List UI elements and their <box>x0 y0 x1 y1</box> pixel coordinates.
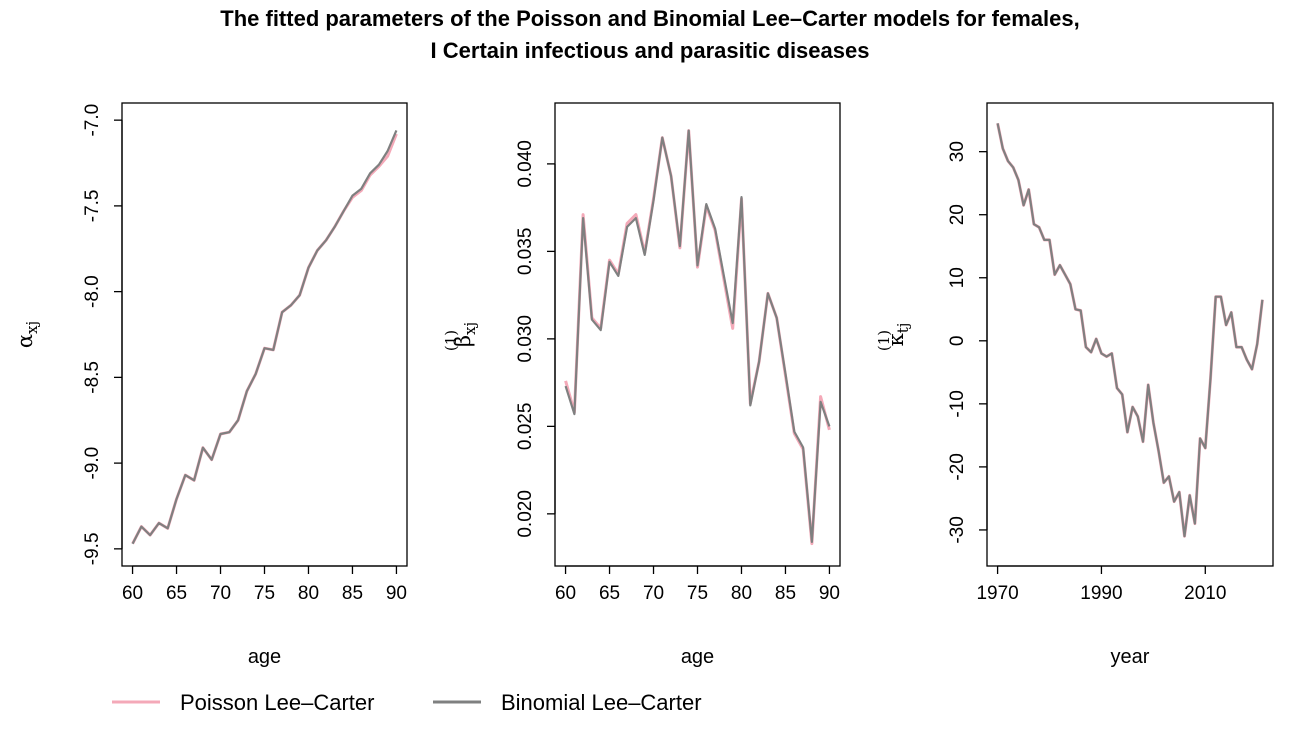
alpha-y-tick-label: -7.0 <box>82 104 103 137</box>
alpha-series-poisson-line <box>131 133 398 545</box>
beta-series-poisson-line <box>564 129 831 546</box>
kappa-x-tick-label: 2010 <box>1184 583 1226 604</box>
alpha-y-tick-label: -9.0 <box>82 447 103 480</box>
kappa-y-tick-label: 30 <box>947 141 968 162</box>
alpha-x-axis-label: age <box>248 646 281 668</box>
kappa-y-axis-label: κtj <box>884 323 912 347</box>
alpha-y-tick-label: -8.0 <box>82 275 103 308</box>
beta-series-binomial-line <box>564 129 831 544</box>
kappa-y-axis-label-superscript: (1) <box>875 330 893 351</box>
alpha-y-axis-label: αxj <box>13 321 41 348</box>
alpha-series-binomial-line <box>131 129 398 545</box>
alpha-x-tick-label: 80 <box>298 583 319 604</box>
alpha-y-tick-label: -9.5 <box>82 532 103 565</box>
kappa-y-tick-label: -20 <box>947 453 968 480</box>
alpha-y-tick-label: -8.5 <box>82 361 103 394</box>
kappa-y-tick-label: 0 <box>947 336 968 347</box>
alpha-x-tick-label: 75 <box>254 583 275 604</box>
beta-y-tick-label: 0.040 <box>515 140 536 188</box>
alpha-plot-frame <box>121 102 408 567</box>
beta-y-axis-label: βxj <box>451 322 479 347</box>
beta-panel: 60 65 70 75 80 85 90 0.020 0.025 0.030 0.035 0.040 a… <box>442 102 841 668</box>
beta-y-tick-label: 0.035 <box>515 228 536 276</box>
beta-x-tick-label: 65 <box>599 583 620 604</box>
beta-y-axis-label-superscript: (1) <box>442 330 460 351</box>
beta-x-tick-label: 90 <box>819 583 840 604</box>
kappa-series-binomial-line <box>996 123 1264 538</box>
beta-x-tick-label: 85 <box>775 583 796 604</box>
kappa-plot-frame <box>986 102 1274 567</box>
beta-x-tick-label: 75 <box>687 583 708 604</box>
beta-y-tick-label: 0.020 <box>515 490 536 538</box>
kappa-x-axis-label: year <box>1111 646 1150 668</box>
chart-title-line-2: I Certain infectious and parasitic disea… <box>431 38 870 63</box>
kappa-y-tick-label: -30 <box>947 516 968 543</box>
kappa-x-tick-label: 1970 <box>976 583 1018 604</box>
kappa-series-poisson-line <box>996 122 1264 538</box>
kappa-y-tick-label: 20 <box>947 204 968 225</box>
beta-y-tick-label: 0.025 <box>515 403 536 451</box>
chart-title-line-1: The fitted parameters of the Poisson and… <box>220 6 1079 31</box>
alpha-x-tick-label: 70 <box>210 583 231 604</box>
alpha-panel: 60 65 70 75 80 85 90 -9.5 -9.0 -8.5 -8.0 -7.5 -7.0 ag… <box>13 102 408 668</box>
kappa-panel: 1970 1990 2010 -30 -20 -10 0 10 20 30 year κtj(1) <box>875 102 1274 668</box>
kappa-y-tick-label: 10 <box>947 267 968 288</box>
kappa-x-tick-label: 1990 <box>1080 583 1122 604</box>
alpha-x-tick-label: 60 <box>122 583 143 604</box>
legend: Poisson Lee–Carter Binomial Lee–Carter <box>112 690 702 715</box>
beta-x-axis-label: age <box>681 646 714 668</box>
beta-y-tick-label: 0.030 <box>515 315 536 363</box>
alpha-x-tick-label: 85 <box>342 583 363 604</box>
beta-x-tick-label: 60 <box>555 583 576 604</box>
alpha-x-tick-label: 65 <box>166 583 187 604</box>
legend-label-binomial: Binomial Lee–Carter <box>501 690 702 715</box>
beta-x-tick-label: 70 <box>643 583 664 604</box>
alpha-x-tick-label: 90 <box>386 583 407 604</box>
beta-plot-frame <box>554 102 841 567</box>
kappa-y-tick-label: -10 <box>947 390 968 417</box>
alpha-y-tick-label: -7.5 <box>82 190 103 223</box>
beta-x-tick-label: 80 <box>731 583 752 604</box>
legend-label-poisson: Poisson Lee–Carter <box>180 690 374 715</box>
